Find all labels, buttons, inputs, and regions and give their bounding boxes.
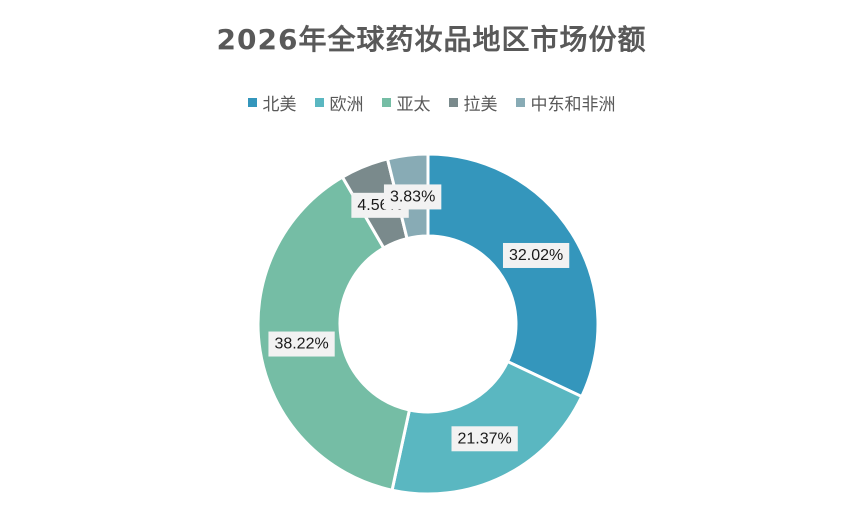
data-label-background bbox=[451, 426, 518, 452]
legend-label: 中东和非洲 bbox=[530, 95, 616, 115]
legend-label: 拉美 bbox=[463, 95, 498, 115]
data-label-background bbox=[383, 184, 442, 210]
data-label-north-america: 32.02% bbox=[502, 242, 570, 268]
data-label-background bbox=[268, 331, 335, 357]
donut-slice-north-america bbox=[426, 152, 600, 399]
data-label-text: 38.22% bbox=[274, 336, 328, 353]
chart-legend: 北美 欧洲 亚太 拉美 中东和非洲 bbox=[0, 90, 863, 115]
legend-label: 北美 bbox=[262, 95, 297, 115]
legend-label: 亚太 bbox=[396, 95, 431, 115]
chart-title: 2026年全球药妆品地区市场份额 bbox=[216, 23, 647, 56]
legend-swatch bbox=[448, 98, 458, 107]
data-label-text: 21.37% bbox=[458, 430, 512, 447]
legend-item-middle-east-africa: 中东和非洲 bbox=[515, 90, 616, 115]
legend-item-europe: 欧洲 bbox=[314, 90, 364, 115]
legend-item-latin-america: 拉美 bbox=[448, 90, 498, 115]
data-label-europe: 21.37% bbox=[451, 426, 518, 452]
data-label-text: 3.83% bbox=[390, 188, 435, 205]
data-label-middle-east-africa: 3.83% bbox=[383, 184, 442, 210]
legend-item-north-america: 北美 bbox=[247, 90, 297, 115]
data-label-text: 32.02% bbox=[509, 247, 563, 264]
legend-swatch bbox=[314, 98, 324, 107]
data-label-background bbox=[502, 242, 570, 268]
legend-item-asia-pacific: 亚太 bbox=[381, 90, 431, 115]
data-label-asia-pacific: 38.22% bbox=[268, 331, 335, 357]
legend-swatch bbox=[381, 98, 391, 107]
legend-label: 欧洲 bbox=[329, 95, 364, 115]
legend-swatch bbox=[247, 98, 257, 107]
donut-data-labels: 32.02%21.37%38.22%4.56%3.83% bbox=[268, 184, 570, 452]
legend-swatch bbox=[515, 98, 525, 107]
